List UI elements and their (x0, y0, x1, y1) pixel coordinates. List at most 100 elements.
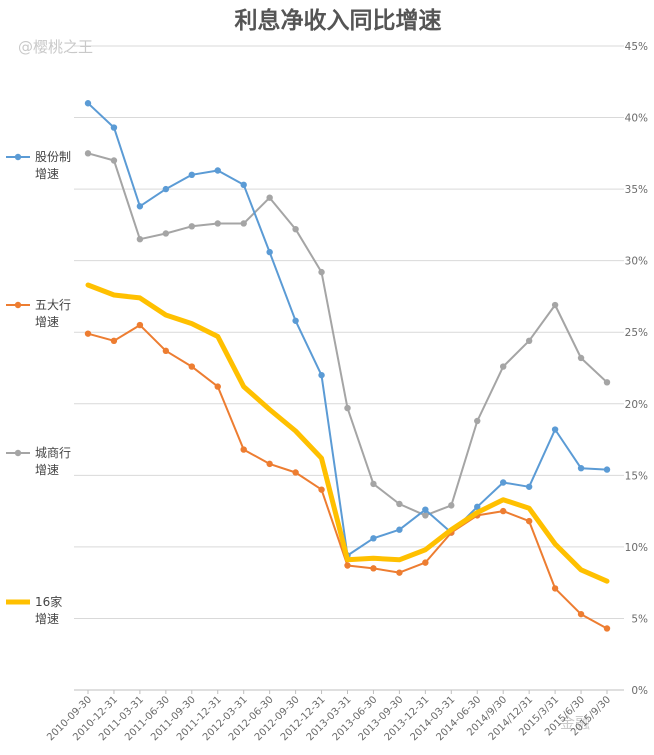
data-point (525, 483, 533, 490)
legend-label: 增速 (35, 315, 59, 329)
data-point (292, 317, 299, 324)
data-point (162, 347, 170, 355)
data-point (577, 354, 585, 362)
data-point (448, 502, 455, 509)
data-point (188, 223, 195, 230)
data-point (500, 363, 507, 370)
y-tick-label: 35% (625, 184, 648, 196)
data-point (396, 526, 403, 533)
data-point (240, 220, 247, 227)
data-point (422, 512, 429, 519)
y-tick-label: 30% (625, 256, 648, 268)
series-4 (85, 282, 610, 584)
data-point (603, 379, 611, 386)
data-point (603, 466, 611, 473)
data-point (136, 203, 144, 210)
y-tick-label: 0% (631, 685, 648, 697)
y-tick-label: 25% (625, 327, 648, 339)
legend-marker (14, 301, 22, 309)
data-point (240, 181, 247, 189)
y-tick-label: 10% (625, 542, 648, 554)
gridlines (74, 45, 624, 619)
data-point (110, 157, 118, 164)
data-point (551, 585, 559, 592)
data-point (370, 565, 377, 572)
data-point (318, 268, 325, 276)
data-point (318, 371, 325, 379)
data-point (110, 337, 118, 345)
legend-label: 五大行 (35, 298, 71, 312)
data-point (577, 464, 585, 472)
legend-label: 股份制 (35, 150, 71, 164)
data-point (292, 469, 299, 476)
series-line (87, 324, 608, 630)
series-1 (84, 100, 611, 559)
series-line (85, 282, 610, 584)
data-point (188, 171, 195, 178)
data-point (422, 559, 429, 566)
data-point (214, 167, 221, 174)
series-2 (84, 321, 611, 632)
y-tick-label: 45% (625, 41, 648, 53)
watermark-bottom: 金融 (560, 714, 590, 732)
legend-label: 16家 (35, 594, 62, 609)
data-point (525, 337, 533, 345)
data-point (84, 150, 92, 157)
data-point (318, 486, 325, 493)
data-point (266, 194, 273, 201)
chart-title: 利息净收入同比增速 (235, 7, 442, 34)
data-point (500, 507, 507, 515)
data-point (344, 562, 351, 569)
data-point (525, 517, 533, 525)
data-point (577, 610, 585, 618)
data-point (266, 248, 273, 256)
legend-label: 增速 (35, 463, 59, 477)
legend-label: 增速 (35, 612, 59, 626)
data-point (214, 220, 221, 227)
y-tick-label: 20% (625, 399, 648, 411)
data-point (84, 100, 92, 107)
data-point (396, 500, 403, 508)
data-point (240, 446, 247, 453)
data-point (396, 569, 403, 576)
series-layer (84, 100, 611, 632)
data-point (110, 124, 118, 131)
y-axis: 0% 5% 10% 15% 20% 25% 30% 35% 40% 45% (625, 41, 648, 697)
data-point (136, 236, 144, 243)
x-axis: 2010-09-302010-12-312011-03-312011-06-30… (45, 689, 624, 743)
data-point (603, 625, 611, 632)
data-point (292, 225, 299, 233)
data-point (214, 383, 221, 390)
legend-label: 增速 (35, 167, 59, 181)
y-tick-label: 5% (631, 613, 648, 625)
series-3 (84, 150, 611, 519)
legend-marker (14, 449, 22, 457)
data-point (188, 363, 195, 370)
data-point (422, 506, 429, 513)
data-point (551, 301, 559, 309)
series-line (87, 152, 608, 517)
data-point (474, 503, 481, 511)
data-point (162, 230, 170, 237)
data-point (474, 417, 481, 425)
legend-marker (14, 153, 22, 161)
data-point (84, 330, 92, 337)
data-point (136, 321, 144, 329)
data-point (370, 535, 377, 542)
y-tick-label: 40% (625, 113, 648, 125)
data-point (370, 480, 377, 488)
y-tick-label: 15% (625, 470, 648, 482)
data-point (266, 460, 273, 468)
data-point (551, 426, 559, 433)
data-point (344, 404, 351, 412)
data-point (500, 479, 507, 486)
data-point (162, 185, 170, 193)
legend-label: 城商行 (35, 445, 71, 460)
watermark-top: @樱桃之王 (18, 38, 93, 56)
